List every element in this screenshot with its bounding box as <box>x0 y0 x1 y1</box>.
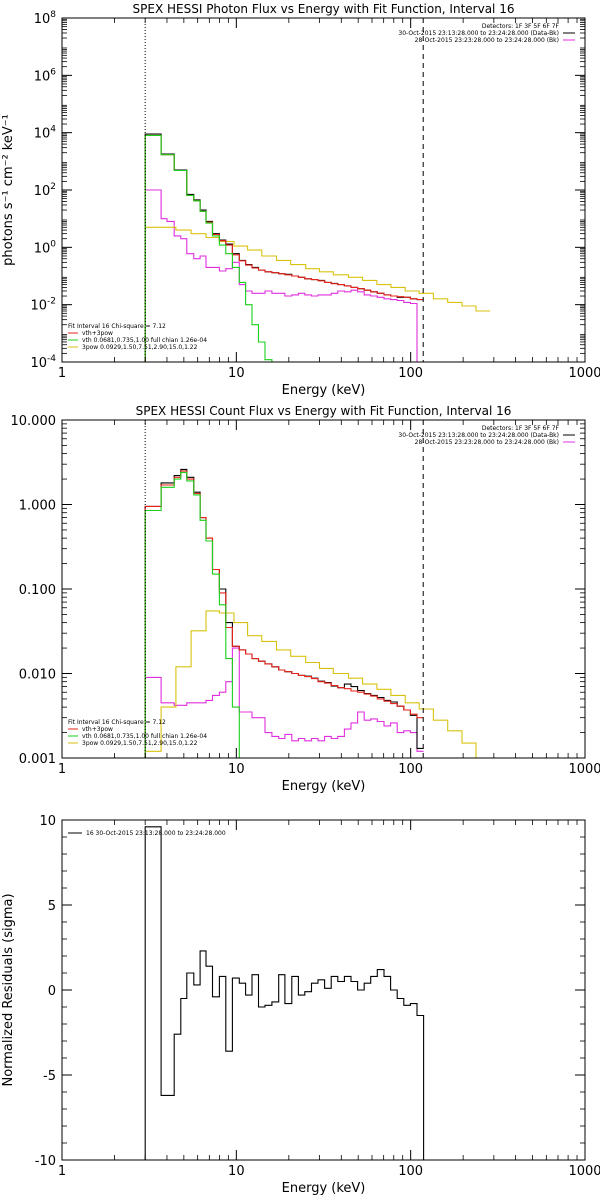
header-line-2: 30-Oct-2015 23:13:28.000 to 23:24:28.000… <box>398 432 559 439</box>
y-tick-label: 1.000 <box>19 499 56 514</box>
header-line-1: Detectors: 1F 3F 5F 6F 7F <box>482 23 560 30</box>
x-tick-label: 10 <box>228 762 245 777</box>
y-axis-label: Normalized Residuals (sigma) <box>1 893 16 1086</box>
x-tick-label: 1000 <box>568 1164 600 1179</box>
x-tick-label: 100 <box>398 366 423 381</box>
y-tick-label: 102 <box>34 182 56 199</box>
series-vth-3pow <box>145 471 423 758</box>
y-tick-label: 5 <box>48 899 56 914</box>
y-tick-label: 10 <box>39 814 56 829</box>
y-tick-label: 104 <box>34 125 57 142</box>
header-line-2: 30-Oct-2015 23:13:28.000 to 23:24:28.000… <box>398 30 559 37</box>
legend-line-1: Fit Interval 16 Chi-square = 7.12 <box>68 719 166 726</box>
x-tick-label: 1 <box>58 366 66 381</box>
plot-frame-2 <box>62 820 585 1160</box>
y-tick-label: 100 <box>34 239 57 256</box>
x-axis-label: Energy (keV) <box>282 383 366 398</box>
series-vth <box>145 472 245 758</box>
panel-2: 1 10 100 1000 0.001 0.010 0.100 1.000 10.000 Ener… <box>11 404 600 794</box>
x-tick-label: 10 <box>228 366 245 381</box>
panel-1: 1 10 100 1000 10-4 10-2 100 102 104 106 108 Energy … <box>1 2 600 398</box>
plot-area <box>145 18 490 362</box>
legend-line-1: Fit Interval 16 Chi-square = 7.12 <box>68 323 166 330</box>
plot-frame-0 <box>62 18 585 362</box>
plot-frame-1 <box>62 420 585 758</box>
y-tick-label: 0.010 <box>19 668 56 683</box>
y-tick-label: 10-2 <box>30 297 56 314</box>
header-line-3: 28-Oct-2015 23:23:28.000 to 23:24:28.000… <box>415 37 559 44</box>
header-line-1: Detectors: 1F 3F 5F 6F 7F <box>482 425 560 432</box>
y-tick-label: 10.000 <box>11 414 57 429</box>
chart-title: SPEX HESSI Photon Flux vs Energy with Fi… <box>133 2 515 16</box>
x-axis-label: Energy (keV) <box>282 1181 366 1196</box>
x-tick-label: 1 <box>58 1164 66 1179</box>
legend-line-4: 3pow 0.0929,1.50,7.51,2.90,15.0,1.22 <box>82 344 198 351</box>
series-residuals <box>145 827 423 1160</box>
x-tick-label: 1000 <box>568 762 600 777</box>
y-tick-label: -5 <box>43 1069 56 1084</box>
y-tick-label: 10-4 <box>30 354 56 371</box>
x-tick-label: 100 <box>398 762 423 777</box>
panel-3: 1 10 100 1000 -10 -5 0 5 10 Energy (keV) Normalize… <box>1 814 600 1196</box>
series-data <box>145 469 423 758</box>
chart-title: SPEX HESSI Count Flux vs Energy with Fit… <box>136 404 512 418</box>
y-tick-label: 0 <box>48 984 56 999</box>
legend-text: 16 30-Oct-2015 23:13:28.000 to 23:24:28.… <box>86 830 226 837</box>
y-tick-label: 0.001 <box>19 752 56 767</box>
x-tick-label: 1000 <box>568 366 600 381</box>
x-tick-label: 100 <box>398 1164 423 1179</box>
y-tick-label: 108 <box>34 10 57 27</box>
header-line-3: 28-Oct-2015 23:23:28.000 to 23:24:28.000… <box>415 439 559 446</box>
legend-line-2: vth+3pow <box>82 726 113 733</box>
plot-area <box>145 827 423 1160</box>
legend-line-3: vth 0.0681,0.735,1.00 full chian 1.26e-0… <box>82 337 207 344</box>
y-tick-label: 106 <box>34 67 57 84</box>
legend-line-2: vth+3pow <box>82 330 113 337</box>
plot-area <box>145 420 490 758</box>
x-axis-label: Energy (keV) <box>282 779 366 794</box>
legend-line-4: 3pow 0.0929,1.50,7.51,2.90,15.0,1.22 <box>82 740 198 747</box>
y-tick-label: 0.100 <box>19 583 56 598</box>
x-tick-label: 1 <box>58 762 66 777</box>
y-axis-label: photons s⁻¹ cm⁻² keV⁻¹ <box>1 114 16 266</box>
x-tick-label: 10 <box>228 1164 245 1179</box>
legend-line-3: vth 0.0681,0.735,1.00 full chian 1.26e-0… <box>82 733 207 740</box>
y-tick-label: -10 <box>35 1154 56 1169</box>
